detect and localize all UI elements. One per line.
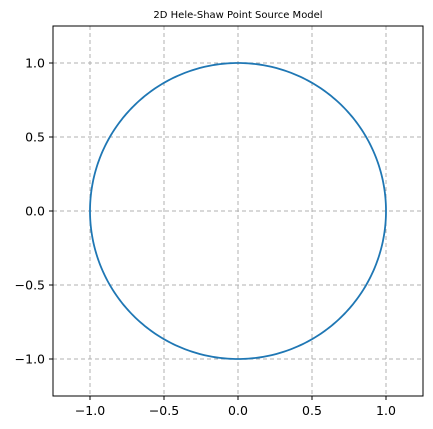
x-tick-label: 1.0 (376, 403, 396, 418)
chart-title: 2D Hele-Shaw Point Source Model (153, 10, 322, 21)
x-tick-label: −1.0 (75, 403, 105, 418)
x-tick-label: −0.5 (149, 403, 179, 418)
x-tick-label: 0.0 (228, 403, 248, 418)
y-tick-label: 1.0 (25, 56, 45, 71)
y-tick-label: 0.5 (25, 130, 45, 145)
ticks: −1.0 −0.5 0.0 0.5 1.0 −1.0 −0.5 0.0 0.5 1.0 (15, 56, 396, 419)
y-tick-label: −1.0 (15, 352, 45, 367)
series (89, 62, 387, 360)
series-curve (89, 62, 387, 360)
y-tick-label: 0.0 (25, 204, 45, 219)
x-tick-label: 0.5 (302, 403, 322, 418)
grid (53, 26, 423, 396)
y-tick-label: −0.5 (15, 278, 45, 293)
